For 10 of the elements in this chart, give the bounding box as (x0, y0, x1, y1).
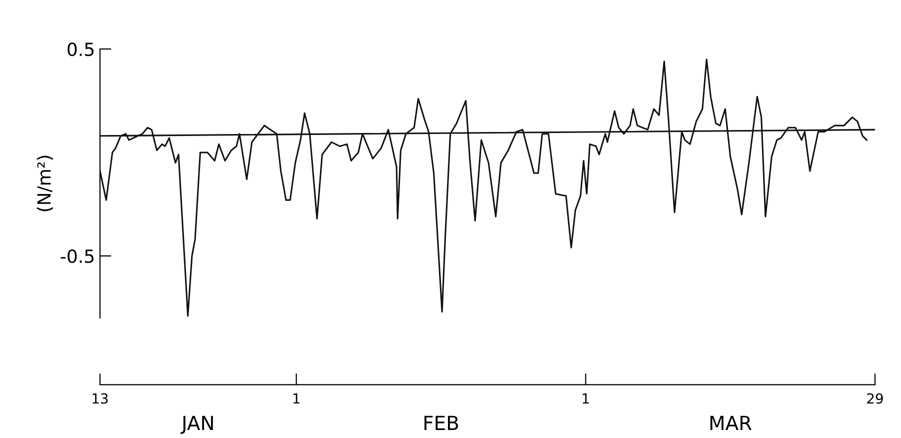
text: FEB (424, 416, 458, 430)
text: MAR (710, 416, 752, 430)
x-tick-label: 1 (582, 393, 589, 404)
text: JAN (180, 416, 213, 434)
x-tick-label: 1 (293, 393, 300, 404)
y-axis-title: (N/m²) (36, 156, 53, 212)
x-tick-label: 13 (92, 393, 108, 404)
x-tick-label: 29 (867, 393, 883, 404)
y-tick-label: 0.5 (68, 42, 94, 56)
y-tick-label: -0.5 (60, 249, 94, 264)
